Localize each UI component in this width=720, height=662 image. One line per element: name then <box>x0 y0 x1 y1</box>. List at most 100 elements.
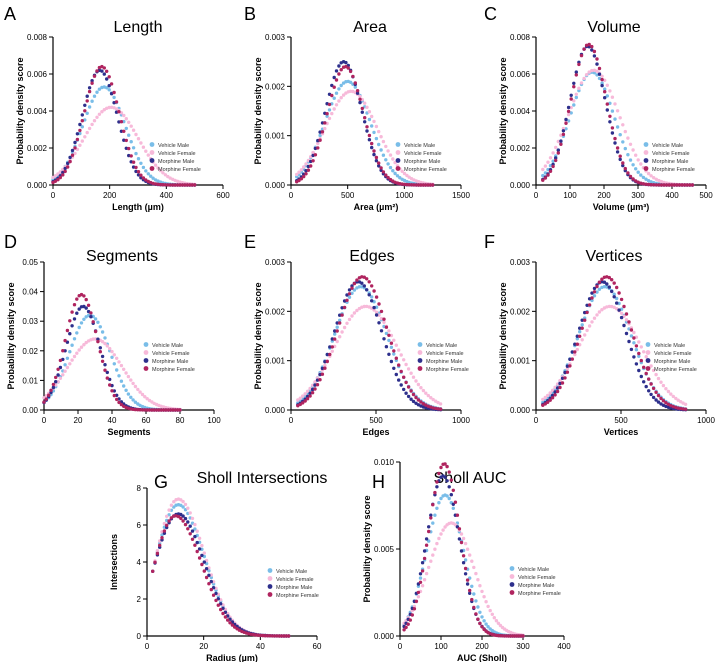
data-point <box>627 339 631 344</box>
data-point <box>108 383 112 387</box>
y-tick-label: 0.006 <box>27 70 48 79</box>
y-axis-label: Probability density score <box>15 57 25 164</box>
data-point <box>49 388 53 392</box>
data-point <box>573 352 577 357</box>
data-point <box>391 157 395 161</box>
x-tick-label: 0 <box>145 642 150 651</box>
data-point <box>362 304 366 309</box>
x-tick-label: 400 <box>557 642 571 651</box>
data-point <box>476 578 480 582</box>
data-point <box>332 85 336 89</box>
legend-marker <box>645 350 651 355</box>
data-point <box>662 180 666 185</box>
data-point <box>129 124 133 128</box>
data-point <box>610 289 614 294</box>
data-point <box>223 615 228 619</box>
data-point <box>541 397 545 402</box>
legend-marker <box>267 584 273 589</box>
data-point <box>447 485 451 489</box>
data-point <box>387 352 391 356</box>
data-point <box>103 336 107 340</box>
data-point <box>372 130 376 135</box>
data-point <box>186 506 190 510</box>
data-point <box>97 112 102 117</box>
data-point <box>374 159 379 163</box>
data-point <box>68 362 72 366</box>
data-point <box>377 129 381 134</box>
data-point <box>112 95 116 100</box>
y-tick-label: 0.02 <box>22 347 38 356</box>
x-tick-label: 500 <box>614 416 628 425</box>
data-point <box>490 612 494 616</box>
data-point <box>370 141 374 146</box>
data-point <box>558 385 562 390</box>
data-point <box>624 312 629 316</box>
data-point <box>482 595 486 599</box>
data-point <box>480 589 484 594</box>
series-3 <box>296 275 443 411</box>
data-point <box>472 592 476 596</box>
data-point <box>85 94 89 98</box>
data-point <box>468 553 472 557</box>
data-point <box>438 407 443 411</box>
y-tick-label: 0.001 <box>265 357 286 366</box>
data-point <box>610 131 615 135</box>
data-point <box>406 385 411 389</box>
data-point <box>639 162 643 166</box>
data-point <box>677 183 682 187</box>
data-point <box>548 398 552 402</box>
legend-label: Morphine Female <box>276 593 319 599</box>
data-point <box>171 183 175 187</box>
data-point <box>190 516 195 521</box>
data-point <box>418 576 423 580</box>
data-point <box>433 547 437 551</box>
data-point <box>73 151 77 156</box>
data-point <box>188 511 192 515</box>
y-tick-label: 0.01 <box>22 376 38 385</box>
data-point <box>284 634 288 638</box>
data-point <box>664 387 668 391</box>
data-point <box>461 554 466 558</box>
data-point <box>429 559 433 563</box>
data-point <box>180 183 185 187</box>
data-point <box>639 374 643 379</box>
data-point <box>70 343 74 347</box>
legend-marker <box>509 582 515 587</box>
data-point <box>690 183 695 187</box>
data-point <box>117 360 121 364</box>
data-point <box>634 348 639 352</box>
y-tick-label: 0.000 <box>27 181 48 190</box>
data-point <box>347 288 352 292</box>
data-point <box>409 389 413 393</box>
data-point <box>155 549 160 553</box>
data-point <box>134 169 138 174</box>
data-point <box>642 380 646 384</box>
data-point <box>608 114 612 119</box>
data-point <box>612 295 616 299</box>
data-point <box>129 395 133 399</box>
data-point <box>131 128 136 132</box>
data-point <box>437 501 441 505</box>
data-point <box>78 131 82 136</box>
data-point <box>580 326 584 330</box>
data-point <box>298 396 302 400</box>
data-point <box>603 78 607 83</box>
data-point <box>389 359 394 364</box>
data-point <box>58 358 63 363</box>
data-point <box>204 567 209 571</box>
data-point <box>68 159 72 164</box>
data-point <box>636 158 640 162</box>
y-tick-label: 8 <box>137 484 142 493</box>
data-point <box>603 87 607 91</box>
panel-e: E Edges 0.000 0.001 0.002 0.003 0 500 1000 Edges P… <box>244 232 470 437</box>
data-point <box>418 580 423 584</box>
data-point <box>377 161 381 165</box>
data-point <box>178 408 182 412</box>
data-point <box>347 317 352 322</box>
data-point <box>83 135 87 139</box>
data-point <box>96 339 100 344</box>
data-point <box>92 74 97 78</box>
series-1 <box>296 304 443 406</box>
data-point <box>551 151 555 155</box>
data-point <box>129 140 133 144</box>
